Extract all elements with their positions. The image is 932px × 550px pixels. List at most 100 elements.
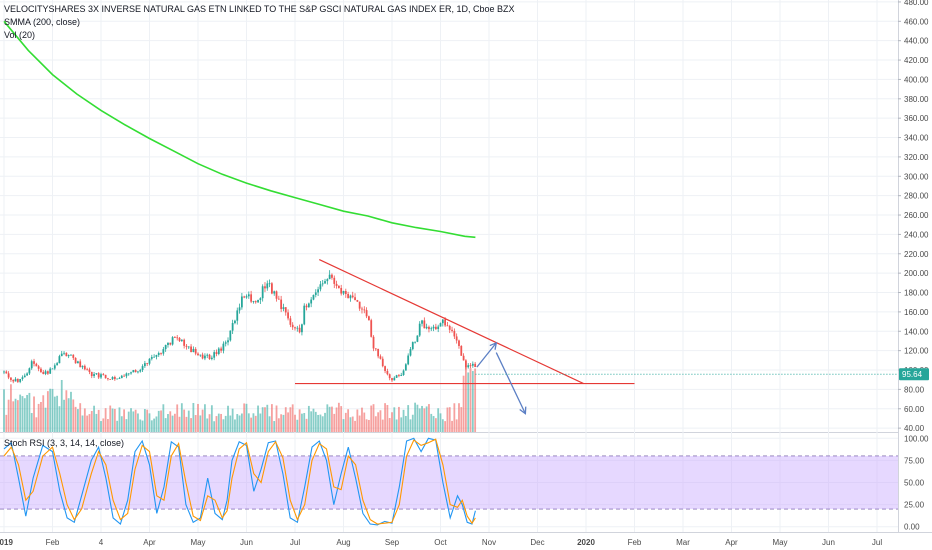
candle-body: [307, 303, 310, 308]
candle-body: [137, 371, 139, 373]
price-tick-label: 460.00: [904, 17, 929, 26]
volume-bar: [201, 409, 204, 432]
volume-bar: [273, 421, 276, 432]
volume-bar: [388, 418, 391, 432]
candle-body: [432, 326, 435, 329]
volume-bar: [21, 396, 24, 432]
candle-body: [197, 353, 199, 356]
candle-body: [321, 283, 324, 285]
time-tick-label: Jun: [822, 538, 835, 547]
drawing-annotations[interactable]: [295, 259, 898, 415]
volume-bar: [384, 403, 386, 432]
candle-body: [240, 296, 243, 308]
volume-bar: [210, 405, 213, 432]
candle-body: [178, 337, 181, 342]
volume-bar: [317, 414, 319, 432]
candle-body: [257, 299, 259, 303]
stoch-tick-label: 0.00: [904, 523, 920, 532]
candle-body: [70, 354, 72, 356]
candle-body: [393, 377, 396, 381]
volume-bar: [374, 416, 377, 432]
volume-bar: [160, 410, 162, 432]
volume-bar: [67, 398, 70, 432]
time-axis[interactable]: 2019 Feb 4 Apr May Jun Jul Aug Sep Oct Nov Dec 2020 F…: [0, 538, 882, 547]
candle-body: [72, 354, 75, 358]
candle-body: [16, 378, 19, 382]
candle-body: [199, 354, 202, 356]
candle-body: [77, 361, 79, 364]
smma-legend[interactable]: SMMA (200, close): [4, 17, 81, 27]
volume-bar: [153, 418, 156, 432]
volume-bar: [88, 414, 91, 432]
volume-bar: [455, 419, 458, 432]
candle-body: [388, 374, 391, 379]
volume-bar: [206, 418, 209, 432]
candle-body: [217, 348, 220, 354]
stoch-rsi-legend[interactable]: Stoch RSI (3, 3, 14, 14, close): [4, 438, 125, 448]
volume-bar: [53, 396, 56, 432]
volume-legend[interactable]: Vol (20): [4, 30, 36, 40]
volume-bar: [411, 414, 414, 432]
volume-bar: [409, 419, 412, 432]
volume-bar: [125, 419, 128, 432]
volume-bar: [337, 402, 340, 432]
price-tick-label: 380.00: [904, 95, 929, 104]
candle-body: [261, 286, 264, 299]
volume-bar: [370, 405, 373, 432]
price-tick-label: 360.00: [904, 114, 929, 123]
time-tick-label: Apr: [725, 538, 738, 547]
candle-body: [206, 354, 209, 356]
candle-body: [171, 337, 174, 345]
candle-body: [44, 371, 47, 374]
volume-bar: [467, 372, 470, 432]
volume-bar: [361, 407, 363, 432]
candle-body: [448, 325, 451, 330]
candle-body: [40, 368, 42, 372]
volume-bar: [238, 415, 241, 432]
candle-body: [372, 336, 375, 349]
candle-body: [277, 298, 280, 300]
volume-bar: [157, 410, 160, 432]
volume-bar: [70, 391, 72, 432]
price-axis[interactable]: 40.00 60.00 80.00 100.00 120.00 140.00 160.00 1…: [898, 0, 929, 532]
volume-bar: [414, 402, 416, 432]
time-tick-label: Apr: [143, 538, 156, 547]
volume-bar: [416, 404, 419, 432]
volume-bar: [379, 410, 382, 432]
candle-body: [224, 342, 227, 344]
volume-bar: [26, 394, 28, 432]
candle-body: [148, 358, 151, 364]
volume-bar: [213, 421, 216, 432]
volume-bar: [197, 403, 199, 432]
candle-body: [324, 281, 326, 284]
volume-bar: [342, 419, 345, 432]
volume-bar: [19, 394, 22, 432]
volume-bar: [474, 368, 477, 432]
time-tick-label: 2020: [577, 538, 595, 547]
price-tick-label: 340.00: [904, 134, 929, 143]
candle-body: [51, 368, 54, 370]
candle-body: [289, 318, 292, 325]
volume-bar: [351, 416, 354, 432]
candle-body: [409, 349, 412, 356]
price-tick-label: 440.00: [904, 37, 929, 46]
volume-bar: [349, 417, 352, 432]
candle-body: [266, 283, 269, 289]
candle-body: [49, 368, 52, 374]
volume-bar: [356, 409, 359, 432]
candle-body: [460, 345, 463, 356]
volume-bar: [46, 391, 49, 432]
last-price-label: 95.64: [902, 370, 923, 379]
candle-body: [12, 379, 15, 382]
volume-bar: [23, 398, 26, 432]
volume-bar: [418, 408, 421, 432]
volume-bar: [190, 418, 192, 432]
candle-body: [155, 355, 158, 357]
candle-body: [303, 305, 306, 325]
volume-bar: [363, 412, 366, 432]
candle-body: [120, 375, 123, 379]
volume-bar: [86, 415, 89, 432]
volume-bar: [446, 407, 449, 432]
volume-bar: [460, 407, 463, 432]
